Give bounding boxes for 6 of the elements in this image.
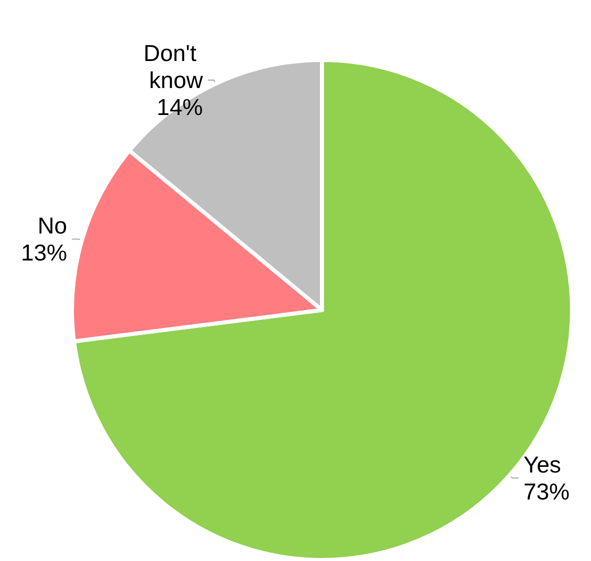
slice-label: Don't know <box>143 40 204 94</box>
slice-label: No <box>38 212 68 239</box>
data-label: 73% <box>524 478 570 504</box>
data-label: 14% <box>156 94 203 120</box>
slice-label: Yes <box>524 451 562 478</box>
data-label: 13% <box>21 240 68 266</box>
